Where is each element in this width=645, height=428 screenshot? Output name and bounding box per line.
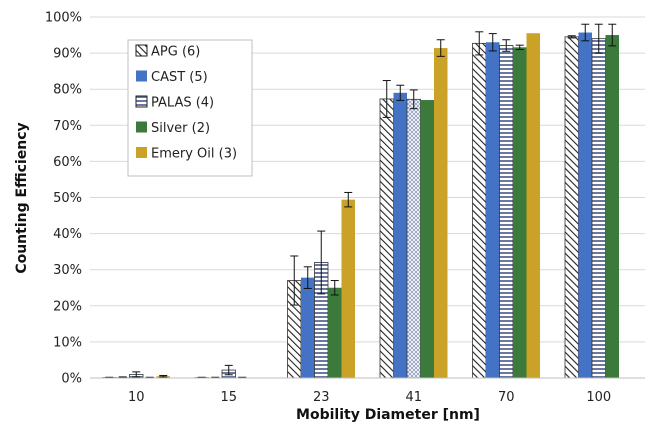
error-bar (224, 364, 233, 376)
bar (513, 47, 527, 378)
bar (591, 38, 606, 379)
error-bar (436, 39, 445, 57)
bars-layer (102, 32, 619, 379)
x-axis-title: Mobility Diameter [nm] (296, 407, 480, 423)
legend-label: Emery Oil (3) (151, 147, 237, 162)
error-bar (581, 23, 590, 42)
error-bar (132, 371, 141, 378)
bar (472, 42, 487, 379)
y-tick-label: 70% (53, 119, 82, 134)
legend-label: Silver (2) (151, 121, 210, 136)
bar (564, 36, 579, 379)
x-tick-label: 15 (220, 390, 237, 405)
error-bar (502, 39, 511, 52)
error-bar (608, 23, 617, 47)
bar (393, 92, 407, 378)
y-tick-label: 20% (53, 299, 82, 314)
error-bar (409, 89, 418, 110)
error-bar (344, 191, 353, 208)
error-bar (475, 31, 484, 56)
legend-label: APG (6) (151, 45, 200, 60)
x-tick-label: 100 (586, 390, 611, 405)
axes-layer: 0% 10% 20% 30% 40% 50% 60% 70% 80% 90% 100% 10 15 23 4… (45, 11, 645, 405)
bar (486, 42, 500, 379)
y-tick-label: 30% (53, 263, 82, 278)
bar (379, 98, 394, 379)
error-bar (515, 44, 524, 50)
y-tick-label: 0% (61, 372, 82, 387)
error-bar (330, 280, 339, 296)
bar (605, 35, 619, 379)
x-tick-label: 70 (498, 390, 515, 405)
y-tick-label: 90% (53, 47, 82, 62)
x-tick-label: 10 (128, 390, 145, 405)
bar (499, 45, 514, 379)
y-tick-label: 50% (53, 191, 82, 206)
legend-label: PALAS (4) (151, 96, 214, 111)
legend-box (127, 39, 253, 177)
bar (341, 199, 355, 378)
legend: APG (6) CAST (5) PALAS (4) Silver (2) Emery … (127, 39, 253, 177)
error-bar (290, 255, 299, 306)
y-tick-label: 100% (45, 11, 82, 26)
y-axis-title: Counting Efficiency (14, 122, 30, 273)
legend-swatch (135, 44, 148, 57)
legend-swatch (136, 121, 147, 133)
bar (578, 32, 592, 378)
bar (301, 277, 315, 378)
x-tick-label: 41 (405, 390, 422, 405)
error-bar (567, 35, 576, 39)
legend-label: CAST (5) (151, 70, 208, 85)
legend-swatch (136, 147, 147, 158)
bar (434, 48, 448, 379)
error-bar (303, 266, 312, 289)
error-bars-layer (105, 23, 617, 379)
bar (526, 33, 540, 379)
error-bar (488, 33, 497, 52)
legend-swatch (135, 95, 148, 108)
legend-swatch (136, 70, 147, 82)
bar (406, 98, 421, 379)
y-tick-label: 40% (53, 227, 82, 242)
error-bar (317, 230, 326, 295)
error-bar (396, 84, 405, 101)
x-tick-label: 23 (313, 390, 330, 405)
error-bar (594, 23, 603, 54)
y-tick-label: 60% (53, 155, 82, 170)
error-bar (159, 374, 168, 378)
bar (328, 287, 342, 378)
bar (420, 100, 434, 378)
y-tick-label: 80% (53, 83, 82, 98)
error-bar (382, 80, 391, 118)
y-tick-label: 10% (53, 335, 82, 350)
